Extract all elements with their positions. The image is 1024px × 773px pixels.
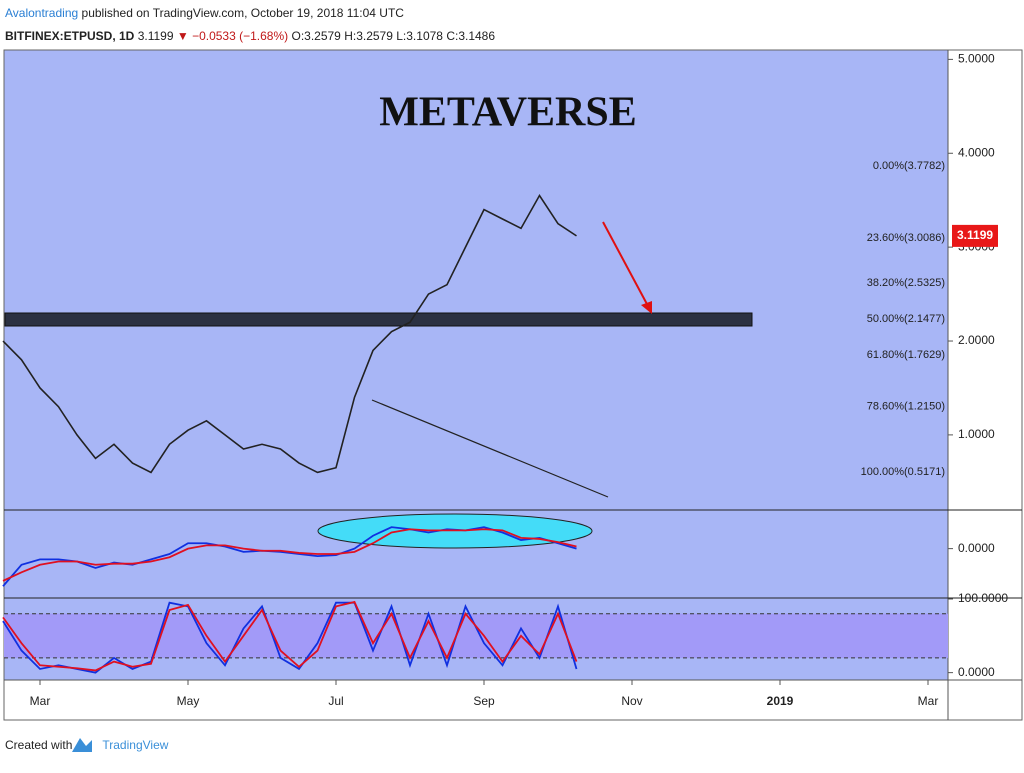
x-tick-label: Mar [30,694,51,708]
price-tag-label: 3.1199 [957,228,993,242]
indicator-line [2,600,578,672]
published: published on TradingView.com, October 19… [82,6,405,20]
frame [3,49,1023,721]
plot-background [4,50,948,680]
brand: TradingView [102,738,168,752]
logo [72,738,92,752]
ohlc: H:3.2579 [344,29,393,43]
fib-label: 100.00%(0.5171) [861,466,945,478]
arrow-head [641,301,652,314]
created: Created with [5,738,72,752]
fib-label: 78.60%(1.2150) [867,401,945,413]
fib-label: 38.20%(2.5325) [867,277,945,289]
chart-title: METAVERSE [379,90,637,136]
level-band [4,613,948,658]
ohlc: C:3.1486 [446,29,495,43]
header-line: Avalontrading published on TradingView.c… [5,6,404,20]
last: 3.1199 [138,29,174,43]
x-tick-label: May [177,694,200,708]
fib-label: 0.00%(3.7782) [873,160,945,172]
fib-label: 61.80%(1.7629) [867,349,945,361]
indicator-line [2,601,578,674]
fib-label: 50.00%(2.1477) [867,313,945,325]
price-tag [952,224,998,247]
symbol: BITFINEX:ETPUSD, 1D [5,29,135,43]
x-tick-label: Mar [918,694,939,708]
indicator-line [2,528,577,582]
change: ▼ −0.0533 (−1.68%) [177,29,288,43]
x-tick-label: Sep [473,694,495,708]
y-tick-label: 4.0000 [958,145,995,159]
price-line [2,193,577,474]
y-tick-label: 1.0000 [958,427,995,441]
indicator-line [2,526,577,587]
ohlc: O:3.2579 [291,29,341,43]
x-tick-label: 2019 [767,694,794,708]
trend-line [371,399,609,498]
symbol-line: BITFINEX:ETPUSD, 1D 3.1199 ▼ −0.0533 (−1… [5,29,495,43]
arrow [602,221,649,307]
x-tick-label: Jul [328,694,343,708]
fib-label: 23.60%(3.0086) [867,232,945,244]
x-tick-label: Nov [621,694,642,708]
y-tick-label: 100.0000 [958,591,1008,605]
support-zone [4,312,753,327]
y-tick-label: 0.0000 [958,541,995,555]
ohlc: L:3.1078 [396,29,443,43]
y-tick-label: 5.0000 [958,52,995,66]
y-tick-label: 2.0000 [958,333,995,347]
y-tick-label: 0.0000 [958,665,995,679]
author: Avalontrading [5,6,78,20]
footer: Created with TradingView [5,738,169,752]
